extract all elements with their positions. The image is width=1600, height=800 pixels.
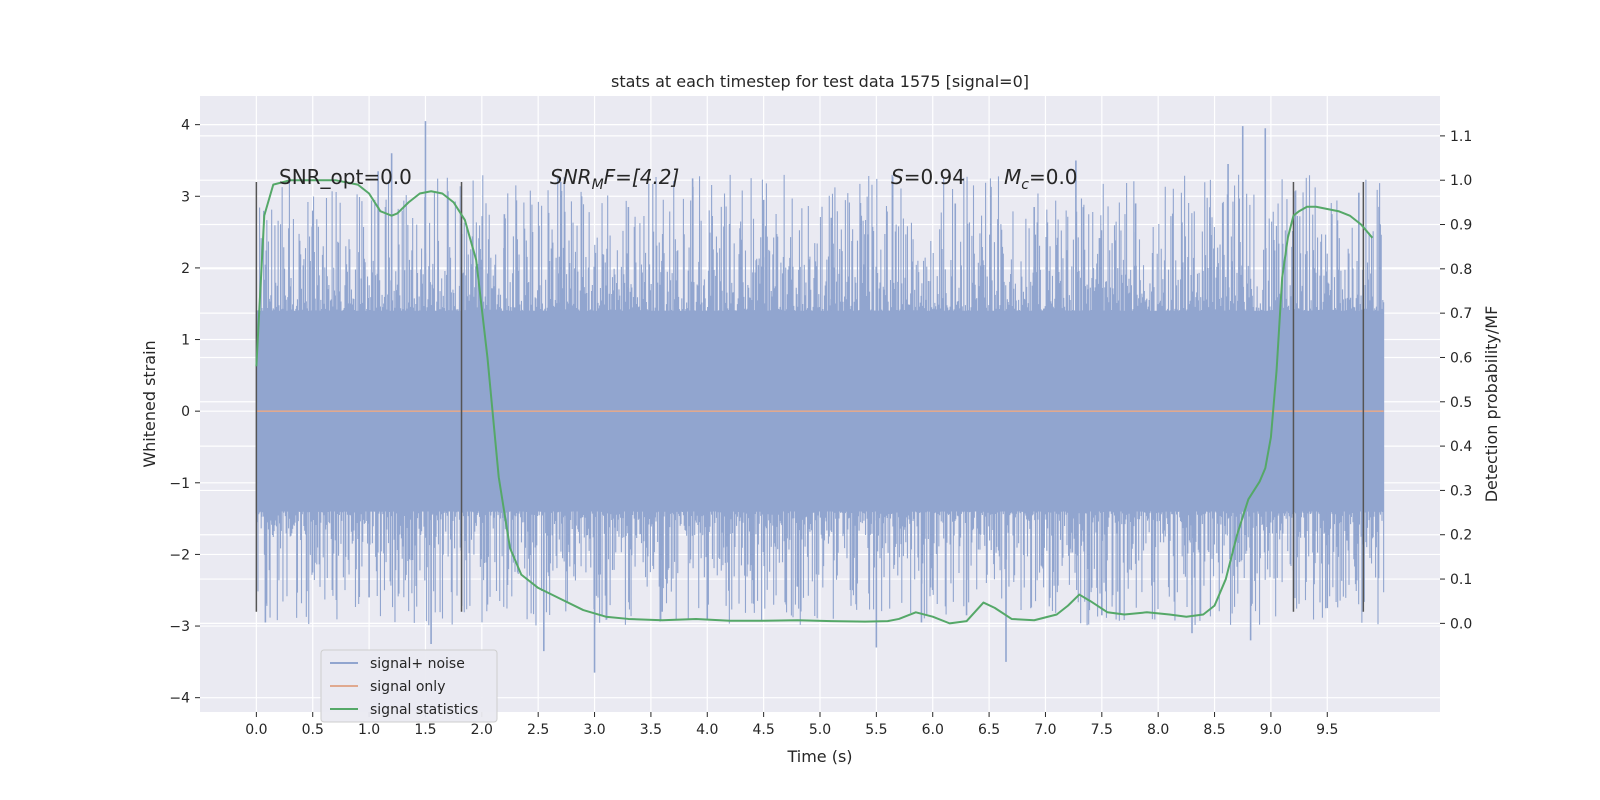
signal-statistics-series-group	[255, 179, 1374, 625]
x-tick-label-9: 4.5	[753, 722, 775, 738]
y-right-tick-label-7: 0.7	[1450, 306, 1472, 322]
x-tick-label-10: 5.0	[809, 722, 831, 738]
y-right-tick-label-4: 0.4	[1450, 439, 1472, 455]
y-tick-label-1: −3	[169, 619, 190, 635]
x-tick-label-3: 1.5	[414, 722, 436, 738]
y-right-tick-label-11: 1.1	[1450, 129, 1472, 145]
y-right-tick-label-6: 0.6	[1450, 350, 1472, 366]
legend-label-signal-noise: signal+ noise	[370, 656, 465, 672]
x-tick-label-8: 4.0	[696, 722, 718, 738]
x-tick-label-11: 5.5	[865, 722, 887, 738]
x-tick-label-5: 2.5	[527, 722, 549, 738]
y-tick-label-8: 4	[181, 118, 190, 134]
x-tick-label-4: 2.0	[471, 722, 493, 738]
x-tick-label-16: 8.0	[1147, 722, 1169, 738]
y-right-tick-label-0: 0.0	[1450, 616, 1472, 632]
x-axis-ticks: 0.0 0.5 1.0 1.5 2.0 2.5 3.0 3.5 4.0 4.5 5.0 5.5 6.0 6…	[245, 712, 1338, 738]
x-tick-label-1: 0.5	[302, 722, 324, 738]
y-right-tick-label-2: 0.2	[1450, 528, 1472, 544]
annotation-snr-mf: SNRMF=[4.2]	[550, 165, 679, 193]
y-tick-label-6: 2	[181, 261, 190, 277]
x-tick-label-18: 9.0	[1260, 722, 1282, 738]
y-tick-label-4: 0	[181, 404, 190, 420]
legend: signal+ noise signal only signal statist…	[320, 649, 498, 723]
x-tick-label-19: 9.5	[1316, 722, 1338, 738]
y-axis-right-label: Detection probability/MF	[1482, 306, 1501, 503]
y-axis-ticks: −4 −3 −2 −1 0 1 2 3 4	[169, 118, 200, 707]
x-tick-label-12: 6.0	[922, 722, 944, 738]
x-tick-label-0: 0.0	[245, 722, 267, 738]
annotation-s: S=0.94	[891, 165, 965, 189]
y-right-tick-label-9: 0.9	[1450, 218, 1472, 234]
signal-statistics-line	[255, 179, 1374, 625]
chart-title: stats at each timestep for test data 157…	[611, 72, 1029, 91]
y-tick-label-0: −4	[169, 691, 190, 707]
y-right-tick-label-10: 1.0	[1450, 173, 1472, 189]
x-tick-label-17: 8.5	[1203, 722, 1225, 738]
x-tick-label-15: 7.5	[1091, 722, 1113, 738]
y-right-tick-label-5: 0.5	[1450, 395, 1472, 411]
y-axis-label: Whitened strain	[140, 340, 159, 467]
annotation-snr-opt: SNR_opt=0.0	[279, 165, 412, 189]
y-right-tick-label-1: 0.1	[1450, 572, 1472, 588]
annotation-mc: Mc=0.0	[1004, 165, 1078, 193]
legend-box	[320, 649, 498, 723]
x-axis-label: Time (s)	[786, 747, 852, 766]
legend-label-signal-only: signal only	[370, 679, 445, 695]
y-tick-label-3: −1	[169, 476, 190, 492]
y-right-tick-label-3: 0.3	[1450, 483, 1472, 499]
y-right-tick-label-8: 0.8	[1450, 262, 1472, 278]
x-tick-label-13: 6.5	[978, 722, 1000, 738]
y-tick-label-5: 1	[181, 333, 190, 349]
x-tick-label-6: 3.0	[583, 722, 605, 738]
vertical-markers-group	[255, 181, 1365, 612]
x-tick-label-14: 7.0	[1034, 722, 1056, 738]
y-axis-right-ticks: 0.0 0.1 0.2 0.3 0.4 0.5 0.6 0.7 0.8 0.9 1.0 1.1	[1440, 129, 1472, 632]
y-tick-label-2: −2	[169, 547, 190, 563]
annotations: SNR_opt=0.0 SNRMF=[4.2] S=0.94 Mc=0.0	[279, 165, 1078, 193]
x-tick-label-2: 1.0	[358, 722, 380, 738]
legend-label-signal-statistics: signal statistics	[370, 702, 478, 718]
x-tick-label-7: 3.5	[640, 722, 662, 738]
y-tick-label-7: 3	[181, 189, 190, 205]
